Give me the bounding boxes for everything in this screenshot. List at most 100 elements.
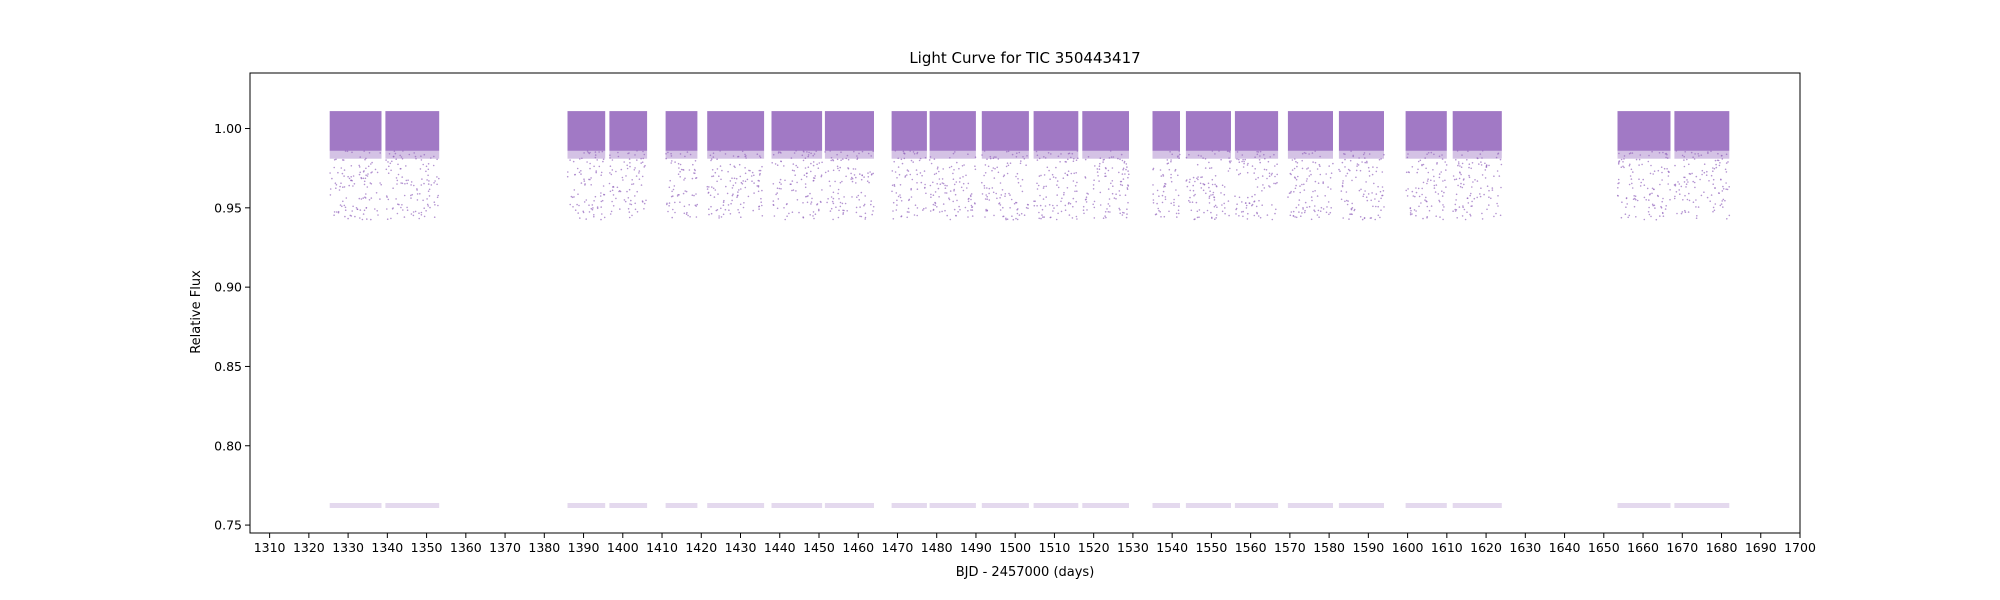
- flux-point: [1687, 199, 1689, 201]
- flux-point: [1338, 169, 1340, 171]
- flux-point: [1382, 186, 1384, 188]
- flux-point: [1085, 198, 1087, 200]
- flux-point: [1224, 186, 1226, 188]
- flux-point: [1168, 211, 1170, 213]
- flux-point: [1652, 204, 1654, 206]
- flux-point: [423, 207, 425, 209]
- flux-point: [1209, 197, 1211, 199]
- baseline-flux-fringe: [1082, 151, 1129, 159]
- flux-point: [1443, 206, 1445, 208]
- flux-point: [1727, 161, 1729, 163]
- flux-point: [609, 183, 611, 185]
- x-tick-label: 1630: [1509, 540, 1541, 555]
- flux-point: [634, 169, 636, 171]
- flux-point: [971, 193, 973, 195]
- flux-point: [636, 191, 638, 193]
- flux-point: [1724, 200, 1726, 202]
- baseline-flux-fringe: [666, 151, 698, 159]
- flux-point: [1201, 176, 1203, 178]
- flux-point: [693, 172, 695, 174]
- flux-point: [578, 205, 580, 207]
- flux-point: [1314, 211, 1316, 213]
- flux-point: [749, 170, 751, 172]
- flux-point: [1715, 203, 1717, 205]
- flux-point: [1444, 180, 1446, 182]
- flux-point: [1641, 164, 1643, 166]
- flux-point: [775, 194, 777, 196]
- flux-point: [1011, 215, 1013, 217]
- flux-point: [925, 193, 927, 195]
- flux-point: [1484, 163, 1486, 165]
- flux-point: [595, 196, 597, 198]
- flux-point: [1414, 196, 1416, 198]
- flux-point: [901, 159, 903, 161]
- x-tick-label: 1610: [1431, 540, 1463, 555]
- flux-point: [1220, 192, 1222, 194]
- flux-point: [1418, 161, 1420, 163]
- flux-point: [433, 165, 435, 167]
- flux-point: [1165, 196, 1167, 198]
- flux-point: [1500, 187, 1502, 189]
- flux-point: [1380, 209, 1382, 211]
- flux-point: [1073, 173, 1075, 175]
- flux-point: [1159, 211, 1161, 213]
- flux-point: [1317, 168, 1319, 170]
- flux-point: [851, 196, 853, 198]
- flux-point: [1685, 211, 1687, 213]
- x-tick-label: 1500: [999, 540, 1031, 555]
- flux-point: [370, 172, 372, 174]
- flux-point: [740, 188, 742, 190]
- flux-point: [365, 178, 367, 180]
- flux-point: [410, 184, 412, 186]
- baseline-flux-band: [982, 111, 1029, 151]
- flux-point: [584, 184, 586, 186]
- flux-point: [428, 163, 430, 165]
- flux-point: [1691, 173, 1693, 175]
- flux-point: [1153, 168, 1155, 170]
- flux-point: [666, 203, 668, 205]
- flux-point: [1258, 200, 1260, 202]
- flux-point: [859, 216, 861, 218]
- flux-point: [1306, 178, 1308, 180]
- baseline-flux-fringe: [1235, 151, 1278, 159]
- flux-point: [1419, 196, 1421, 198]
- flux-point: [737, 209, 739, 211]
- flux-point: [1076, 159, 1078, 161]
- flux-point: [1275, 209, 1277, 211]
- flux-point: [1328, 214, 1330, 216]
- flux-point: [364, 210, 366, 212]
- flux-point: [1323, 208, 1325, 210]
- flux-point: [678, 173, 680, 175]
- flux-point: [1723, 188, 1725, 190]
- flux-point: [725, 186, 727, 188]
- flux-point: [793, 189, 795, 191]
- flux-point: [1061, 198, 1063, 200]
- flux-point: [674, 212, 676, 214]
- flux-point: [1658, 170, 1660, 172]
- flux-point: [856, 207, 858, 209]
- flux-point: [871, 214, 873, 216]
- flux-point: [896, 200, 898, 202]
- flux-point: [434, 216, 436, 218]
- flux-point: [629, 211, 631, 213]
- flux-point: [667, 211, 669, 213]
- flux-point: [1439, 177, 1441, 179]
- observed-segment: [665, 111, 698, 508]
- flux-point: [810, 171, 812, 173]
- flux-point: [1214, 206, 1216, 208]
- flux-point: [342, 201, 344, 203]
- flux-point: [677, 194, 679, 196]
- flux-point: [1119, 213, 1121, 215]
- flux-point: [1084, 176, 1086, 178]
- flux-point: [1470, 193, 1472, 195]
- flux-point: [1712, 170, 1714, 172]
- flux-point: [1486, 164, 1488, 166]
- y-axis: 0.750.800.850.900.951.00: [214, 121, 250, 533]
- baseline-flux-band: [1339, 111, 1384, 151]
- baseline-flux-fringe: [772, 151, 823, 159]
- flux-point: [831, 196, 833, 198]
- flux-point: [1328, 165, 1330, 167]
- flux-point: [633, 183, 635, 185]
- flux-point: [1706, 171, 1708, 173]
- baseline-flux-band: [1453, 111, 1502, 151]
